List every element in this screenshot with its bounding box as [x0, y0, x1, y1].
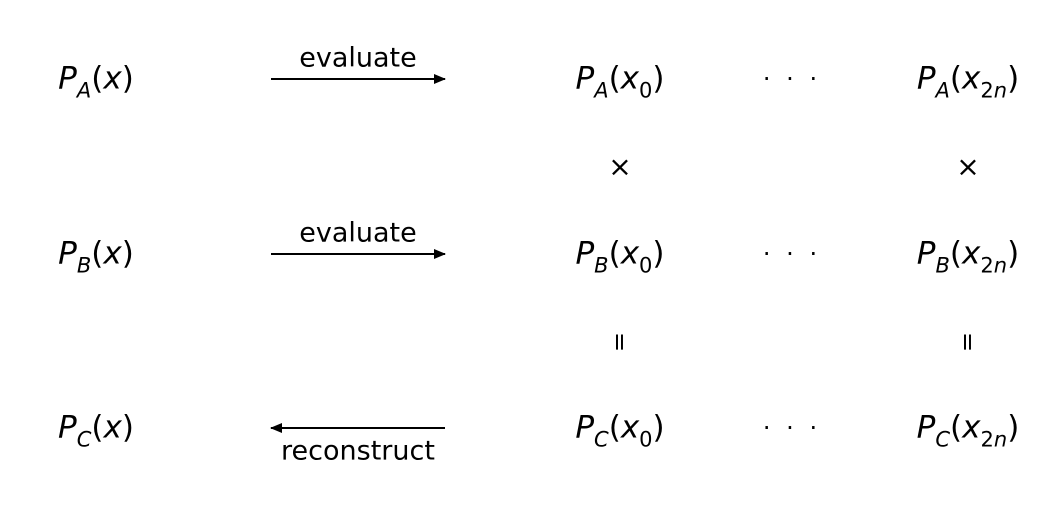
equals-sign-1: = — [606, 331, 634, 353]
poly-c-x0: PC(x0) — [575, 409, 665, 452]
ellipsis-c: · · · — [762, 414, 822, 442]
times-sign-2: × — [956, 150, 980, 183]
ellipsis-a: · · · — [762, 65, 822, 93]
poly-a-x2n: PA(x2n) — [916, 60, 1020, 103]
times-sign-1: × — [608, 150, 632, 183]
equals-sign-2: = — [954, 331, 982, 353]
poly-a: PA(x) — [58, 60, 134, 103]
poly-b: PB(x) — [58, 235, 134, 278]
poly-c-x2n: PC(x2n) — [916, 409, 1020, 452]
poly-b-x2n: PB(x2n) — [916, 235, 1020, 278]
poly-a-x0: PA(x0) — [575, 60, 665, 103]
evaluate-label-b: evaluate — [299, 217, 417, 249]
evaluate-label-a: evaluate — [299, 42, 417, 74]
poly-b-x0: PB(x0) — [575, 235, 665, 278]
poly-c: PC(x) — [58, 409, 134, 452]
reconstruct-label: reconstruct — [281, 435, 435, 467]
ellipsis-b: · · · — [762, 240, 822, 268]
